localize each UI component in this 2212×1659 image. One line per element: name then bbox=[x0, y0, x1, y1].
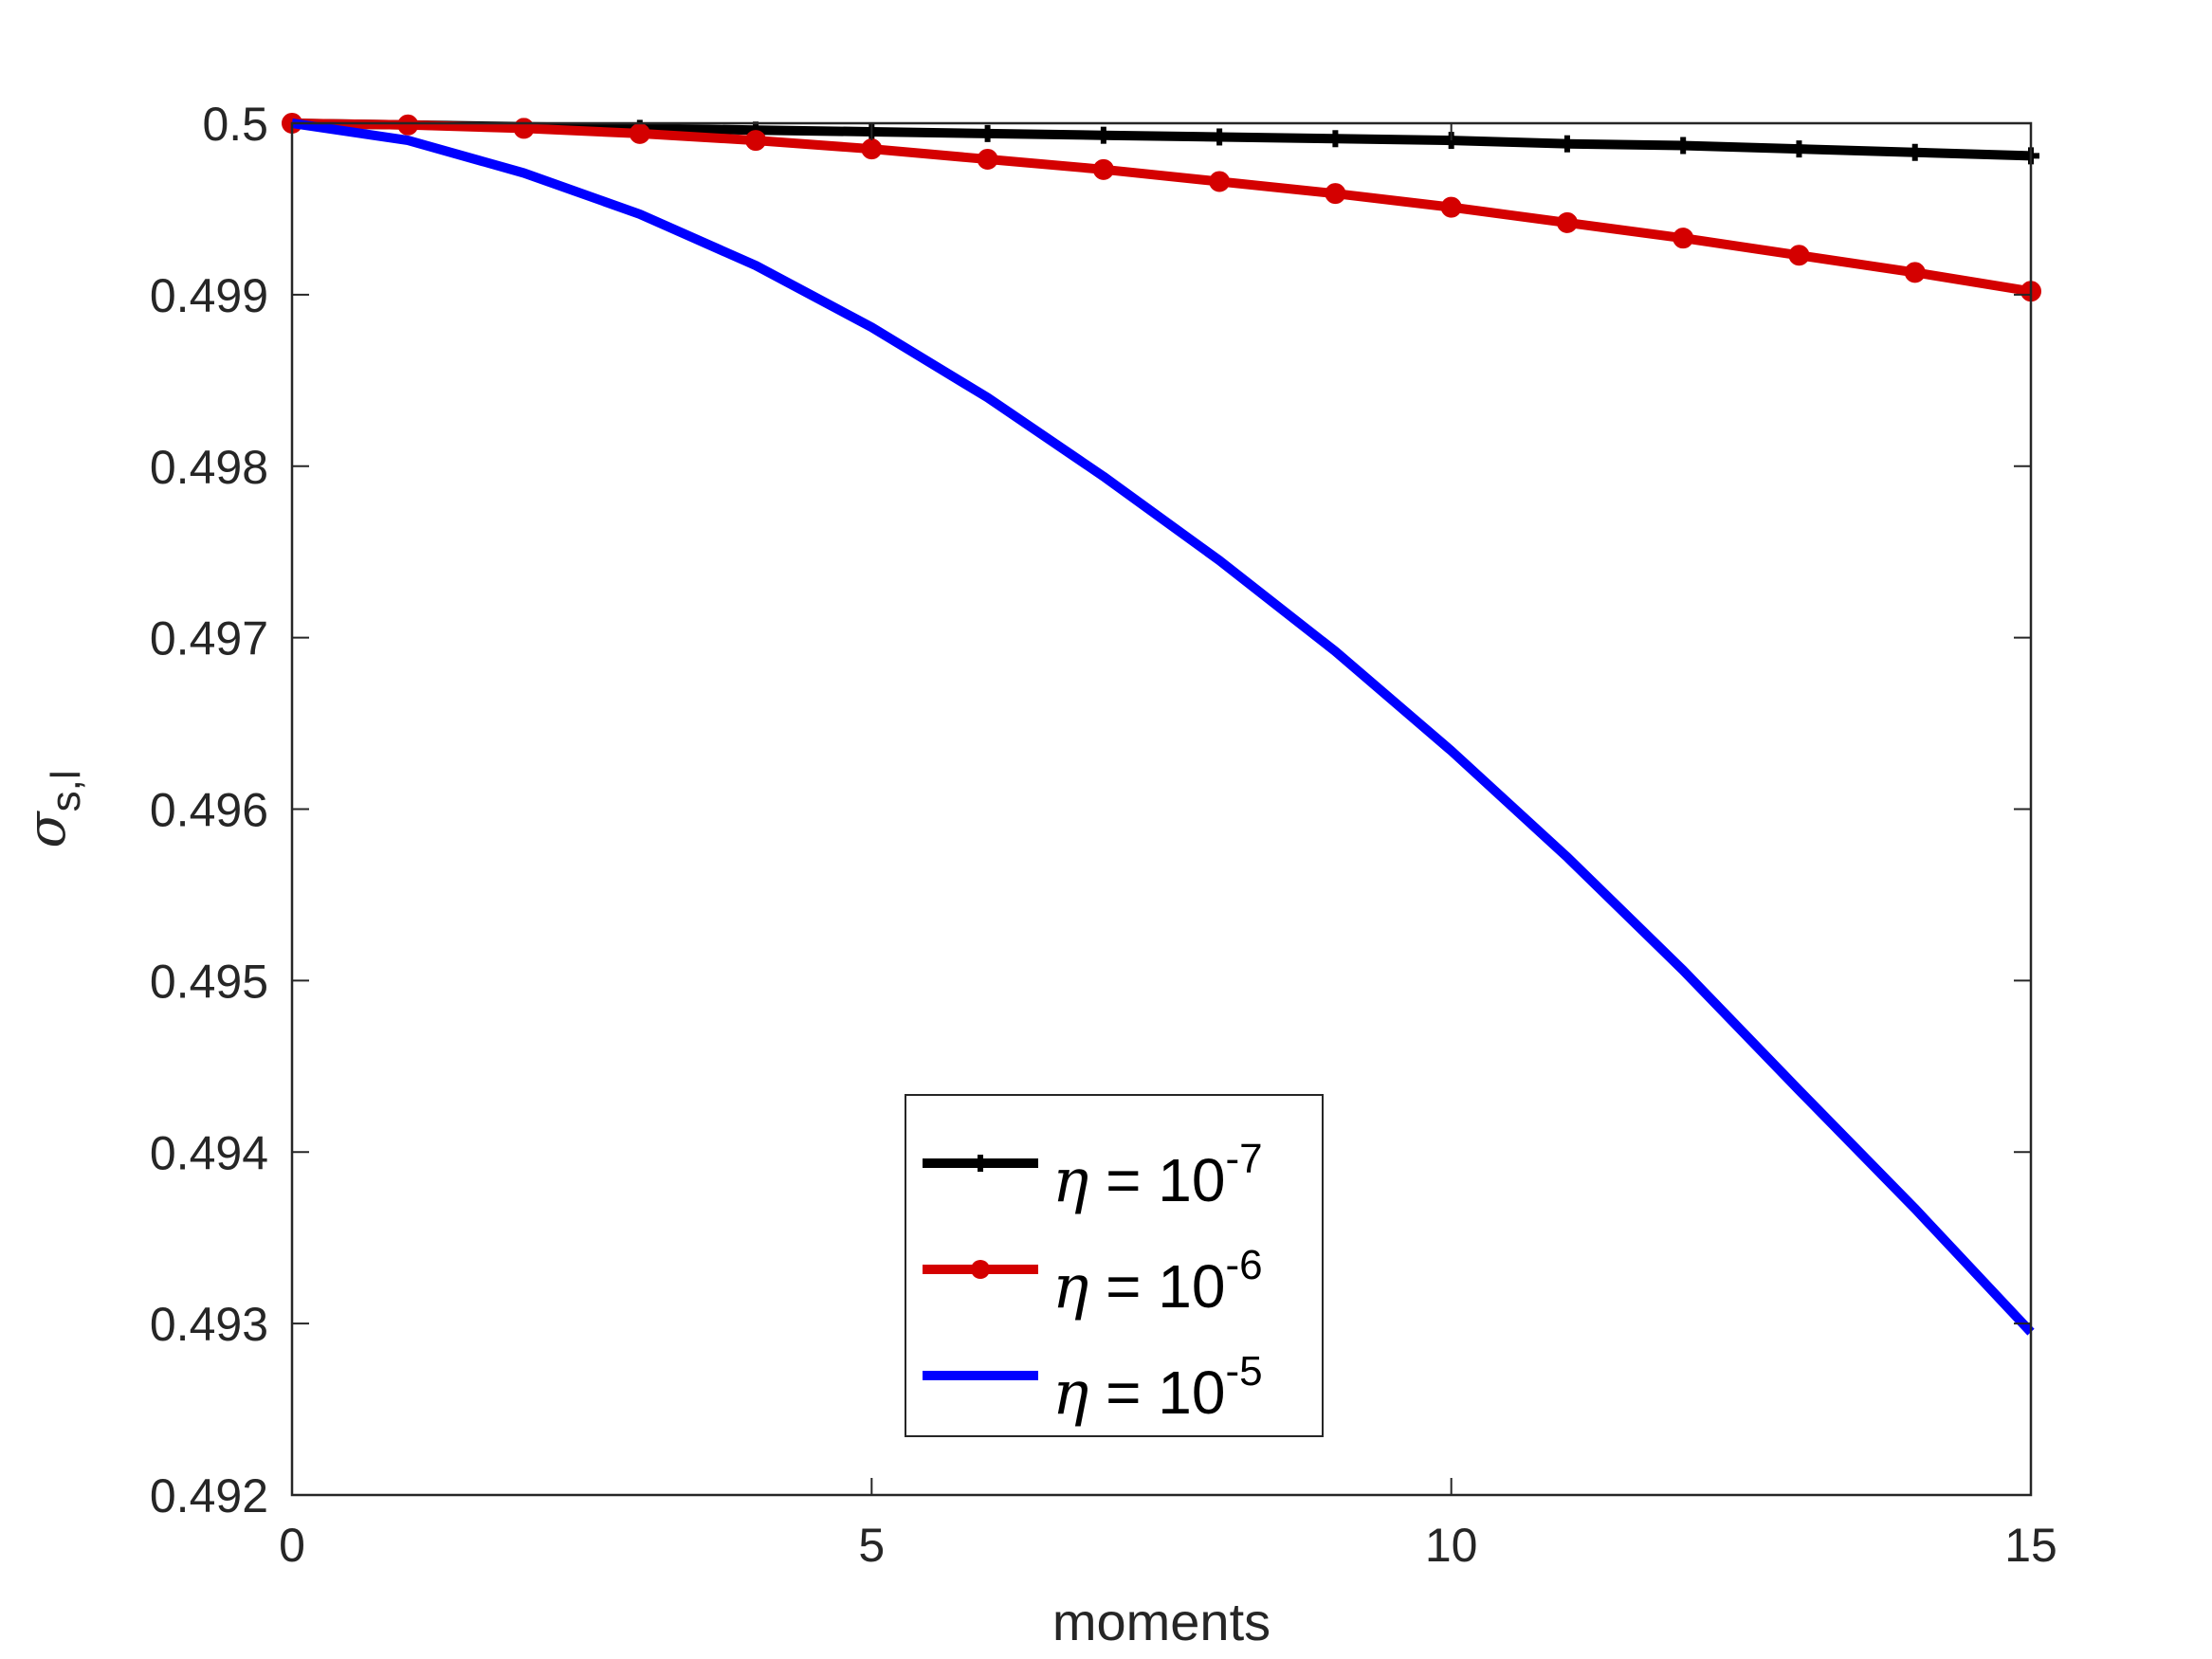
data-point bbox=[397, 114, 419, 136]
x-tick-label: 10 bbox=[1425, 1519, 1478, 1572]
data-point bbox=[861, 138, 883, 160]
x-tick-label: 0 bbox=[279, 1519, 305, 1572]
data-point bbox=[1211, 128, 1229, 146]
legend-entry-1: η = 10-7 bbox=[923, 1136, 1263, 1216]
data-point bbox=[1674, 137, 1692, 155]
x-axis-label: moments bbox=[1052, 1592, 1271, 1651]
data-point bbox=[978, 124, 996, 142]
series-line-3 bbox=[291, 118, 2035, 1336]
data-point bbox=[1092, 158, 1114, 180]
axes-box bbox=[290, 121, 2033, 1497]
y-tick-label: 0.5 bbox=[202, 98, 268, 151]
legend-swatch-marker bbox=[971, 1260, 990, 1279]
y-tick-label: 0.492 bbox=[150, 1469, 268, 1522]
series-2 bbox=[282, 113, 2041, 302]
data-point bbox=[1325, 183, 1346, 205]
legend-swatch-marker bbox=[972, 1155, 989, 1172]
series-line-2 bbox=[291, 118, 2032, 297]
x-tick-label: 5 bbox=[858, 1519, 885, 1572]
y-axis-label: σs,l bbox=[16, 770, 89, 848]
data-point bbox=[977, 148, 998, 170]
data-point bbox=[1673, 228, 1694, 249]
series-3 bbox=[291, 118, 2035, 1336]
data-point bbox=[1440, 196, 1462, 218]
y-tick-label: 0.494 bbox=[150, 1126, 268, 1179]
series-layer bbox=[282, 113, 2041, 1336]
data-point bbox=[1209, 171, 1231, 192]
data-point bbox=[1790, 140, 1808, 158]
data-point bbox=[745, 130, 767, 152]
legend-label: η = 10-7 bbox=[1052, 1136, 1263, 1216]
y-tick-label: 0.497 bbox=[150, 612, 268, 665]
y-tick-label: 0.499 bbox=[150, 269, 268, 322]
axis-labels: moments σs,l bbox=[16, 770, 1271, 1651]
x-tick-label: 15 bbox=[2004, 1519, 2057, 1572]
data-point bbox=[1558, 135, 1576, 153]
legend: η = 10-7 η = 10-6 η = 10-5 bbox=[905, 1094, 1324, 1437]
data-point bbox=[1556, 211, 1578, 233]
legend-entry-3: η = 10-5 bbox=[923, 1348, 1263, 1429]
axes-frame bbox=[290, 121, 2033, 1497]
data-point bbox=[1906, 143, 1924, 161]
ticks-layer: 0 5 10 15 0.492 0.493 0.494 0.495 0.496 0.497 0.49… bbox=[150, 98, 2057, 1572]
legend-label: η = 10-6 bbox=[1052, 1242, 1263, 1322]
legend-label: η = 10-5 bbox=[1052, 1348, 1263, 1429]
legend-entry-2: η = 10-6 bbox=[923, 1242, 1263, 1322]
y-tick-label: 0.498 bbox=[150, 441, 268, 494]
y-tick-label: 0.496 bbox=[150, 784, 268, 837]
data-point bbox=[513, 118, 535, 139]
data-point bbox=[1094, 126, 1112, 144]
y-tick-label: 0.493 bbox=[150, 1298, 268, 1351]
data-point bbox=[629, 122, 650, 144]
data-point bbox=[1788, 245, 1810, 266]
data-point bbox=[1904, 262, 1926, 283]
y-tick-label: 0.495 bbox=[150, 955, 268, 1008]
data-point bbox=[1326, 130, 1344, 148]
